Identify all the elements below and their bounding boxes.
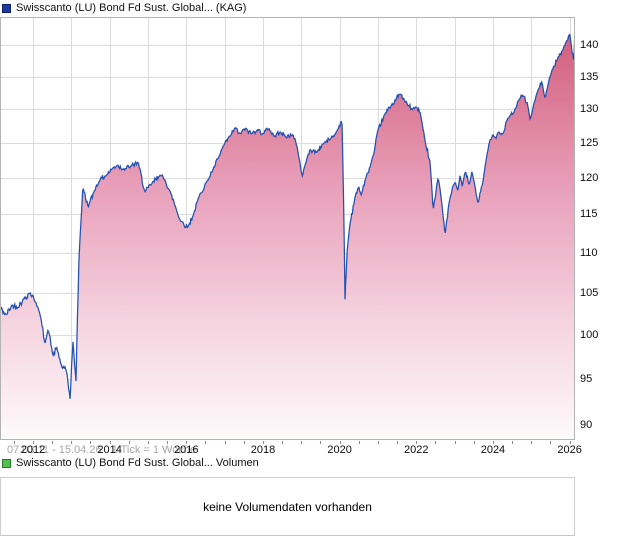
y-axis-label: 130: [580, 103, 599, 116]
y-axis-label: 140: [580, 39, 599, 52]
x-axis-label: 2024: [480, 444, 506, 456]
volume-panel: keine Volumendaten vorhanden: [0, 477, 575, 536]
date-range-text: 07.03.11 - 15.04.26: [7, 444, 102, 456]
volume-legend-label: Swisscanto (LU) Bond Fd Sust. Global... …: [16, 457, 259, 469]
y-axis-label: 135: [580, 70, 599, 83]
volume-series-swatch-icon: [2, 459, 11, 468]
y-axis-label: 125: [580, 136, 599, 149]
x-axis-label: 2012: [20, 444, 46, 456]
y-axis-label: 105: [580, 286, 599, 299]
x-axis-label: 2022: [404, 444, 429, 456]
volume-empty-message: keine Volumendaten vorhanden: [203, 499, 372, 514]
price-series-swatch-icon: [2, 4, 11, 13]
price-legend: Swisscanto (LU) Bond Fd Sust. Global... …: [2, 2, 246, 15]
x-axis-label: 2016: [174, 444, 199, 456]
y-axis-label: 95: [580, 372, 593, 385]
price-line: [1, 33, 574, 399]
y-axis-label: 110: [580, 246, 598, 259]
x-axis-label: 2026: [557, 444, 582, 456]
y-axis-label: 90: [580, 419, 593, 432]
date-range-label: 07.03.11 - 15.04.26 1 Tick = 1 Woche: [7, 444, 196, 456]
y-axis-label: 100: [580, 328, 599, 341]
x-axis-label: 2014: [97, 444, 122, 456]
x-axis-label: 2018: [250, 444, 276, 456]
price-chart-area[interactable]: 07.03.11 - 15.04.26 1 Tick = 1 Woche: [0, 17, 620, 456]
y-axis-label: 120: [580, 171, 599, 184]
price-plot-svg[interactable]: [0, 17, 620, 447]
x-axis-ticks: [14, 441, 571, 444]
price-legend-label: Swisscanto (LU) Bond Fd Sust. Global... …: [16, 2, 247, 14]
price-area-fill: [1, 34, 574, 439]
y-axis-label: 115: [580, 208, 598, 221]
plot-border: [0, 17, 575, 440]
volume-legend: Swisscanto (LU) Bond Fd Sust. Global... …: [2, 457, 259, 470]
x-axis-label: 2020: [327, 444, 352, 456]
tick-unit-text: 1 Tick = 1 Woche: [111, 444, 197, 456]
